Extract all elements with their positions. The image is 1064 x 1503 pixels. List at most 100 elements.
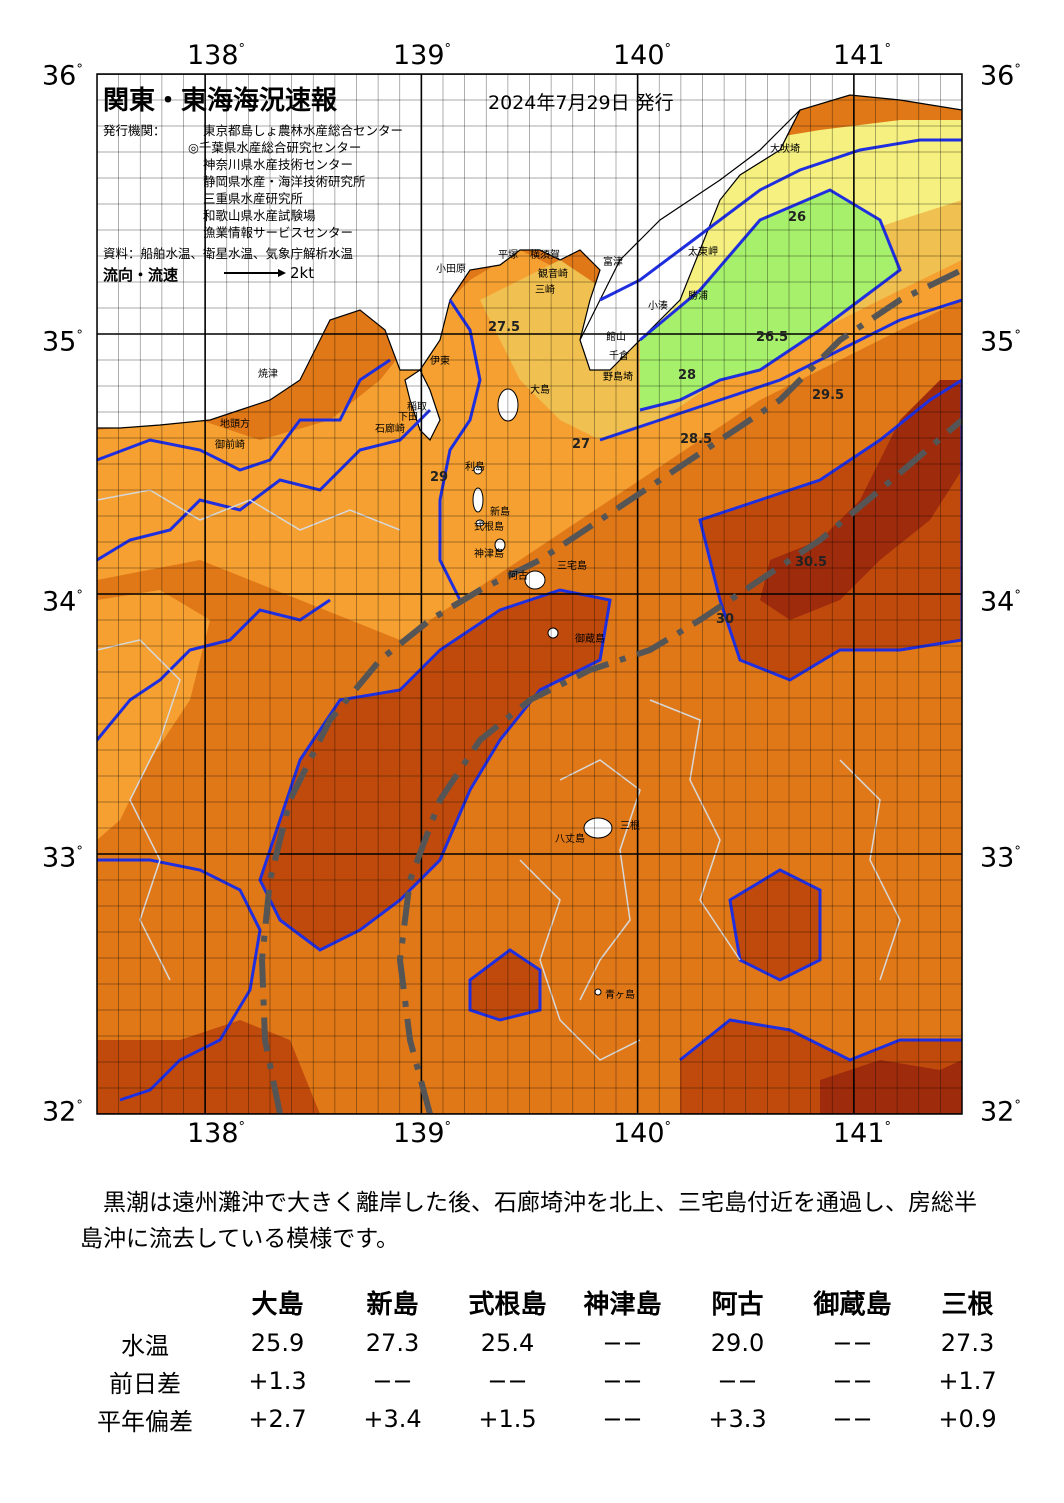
green-cold-zone: [640, 190, 900, 410]
lon-label-bottom-141: 141°: [832, 1118, 892, 1149]
place-yokosuka: 横須賀: [530, 250, 560, 261]
lon-label-bottom-139: 139°: [392, 1118, 452, 1149]
station-mikurajima: 御蔵島: [813, 1289, 892, 1320]
west-cool-patch: [97, 590, 210, 840]
cell-value: 25.9: [250, 1329, 305, 1357]
place-kannonzaki: 観音崎: [538, 269, 568, 280]
cell-value: +2.7: [248, 1405, 307, 1433]
cell-value: +0.9: [938, 1405, 997, 1433]
contour-label-29: 29: [430, 470, 449, 485]
place-katsuura: 勝浦: [688, 291, 708, 302]
lat-label-right-32: 32°: [980, 1096, 1021, 1128]
place-niijima: 新島: [490, 507, 510, 518]
place-misaki: 三崎: [535, 285, 555, 296]
contour-label-28-5: 28.5: [680, 432, 713, 447]
cell-value: +1.7: [938, 1367, 997, 1395]
contour-label-28: 28: [678, 368, 697, 383]
place-inatori: 稲取: [407, 402, 427, 413]
row-label-day-diff: 前日差: [109, 1369, 181, 1398]
lat-label-left-34: 34°: [42, 586, 83, 618]
row-label-normal-anomaly: 平年偏差: [97, 1407, 193, 1436]
hottest-zone-southeast: [820, 1060, 962, 1114]
header-corner: [70, 1280, 220, 1324]
place-tateyama: 館山: [606, 332, 626, 343]
kuroshio-axis-north: [258, 267, 962, 1114]
cell-value: 27.3: [365, 1329, 420, 1357]
major-grid: [97, 74, 962, 1114]
land-izu-peninsula: [404, 369, 441, 442]
place-ito: 伊東: [430, 356, 450, 367]
place-hiratsuka: 平塚: [498, 250, 518, 261]
cell-value: 27.3: [940, 1329, 995, 1357]
cell-value: −−: [372, 1367, 413, 1395]
row-water-temp: 水温 25.9 27.3 25.4 −− 29.0 −− 27.3: [70, 1324, 1025, 1362]
cell-value: +3.4: [363, 1405, 422, 1433]
issuer-kanagawa: 神奈川県水産技術センター: [203, 157, 354, 172]
cell-value: 25.4: [480, 1329, 535, 1357]
legend-speed-label: 2kt: [290, 264, 315, 282]
cell-value: +1.3: [248, 1367, 307, 1395]
station-kozushima: 神津島: [583, 1289, 662, 1320]
station-oshima: 大島: [251, 1289, 304, 1320]
island-hachijo: [583, 817, 613, 839]
cell-value: −−: [602, 1329, 643, 1357]
lon-label-top-138: 138°: [186, 40, 246, 71]
lon-label-top-139: 139°: [392, 40, 452, 71]
cell-value: −−: [832, 1329, 873, 1357]
cell-value: 29.0: [710, 1329, 765, 1357]
island-miyake: [524, 570, 546, 590]
issuer-shizuoka: 静岡県水産・海洋技術研究所: [203, 174, 366, 189]
lat-label-right-35: 35°: [980, 326, 1021, 358]
island-kozu: [494, 538, 506, 552]
cell-value: −−: [832, 1405, 873, 1433]
row-day-diff: 前日差 +1.3 −− −− −− −− −− +1.7: [70, 1362, 1025, 1400]
cell-value: −−: [717, 1367, 758, 1395]
contour-label-29-5: 29.5: [812, 388, 845, 403]
station-observation-table: 大島 新島 式根島 神津島 阿古 御蔵島 三根 水温 25.9 27.3 25.…: [70, 1280, 1025, 1438]
island-niijima: [472, 487, 484, 513]
place-ako: 阿古: [508, 571, 528, 582]
cell-value: −−: [487, 1367, 528, 1395]
isotherm-contours: [97, 138, 962, 1102]
lat-label-left-36: 36°: [42, 60, 83, 92]
place-toshima: 利島: [465, 462, 485, 473]
issuer-mie: 三重県水産研究所: [203, 191, 304, 206]
sea-temperature-map: [96, 73, 963, 1115]
place-odawara: 小田原: [436, 264, 466, 275]
cell-value: −−: [602, 1405, 643, 1433]
lon-label-top-141: 141°: [832, 40, 892, 71]
place-kozushima: 神津島: [474, 549, 504, 560]
issuer-tokyo: 東京都島しょ農林水産総合センター: [203, 123, 404, 138]
lat-label-left-33: 33°: [42, 842, 83, 874]
place-kominato: 小湊: [648, 301, 668, 312]
issuer-chiba: ◎千葉県水産総合研究センター: [188, 140, 362, 155]
row-label-water-temp: 水温: [121, 1331, 169, 1360]
issuer-wakayama: 和歌山県水産試験場: [203, 208, 316, 223]
cell-value: −−: [832, 1367, 873, 1395]
lat-label-right-36: 36°: [980, 60, 1021, 92]
kuroshio-axis-south: [396, 417, 962, 1114]
place-nojimazaki: 野島埼: [603, 372, 633, 383]
place-shimoda: 下田: [398, 412, 418, 423]
land-boso: [579, 109, 801, 371]
place-hachijojima: 八丈島: [555, 834, 585, 845]
half-degree-contours: [97, 489, 901, 1061]
warm-core-hachijo-east: [730, 870, 820, 980]
place-irozaki: 石廊崎: [375, 424, 405, 435]
contour-label-27-5: 27.5: [488, 320, 521, 335]
lat-label-right-34: 34°: [980, 586, 1021, 618]
lat-label-left-35: 35°: [42, 326, 83, 358]
place-oshima: 大島: [530, 385, 550, 396]
place-mitsune: 三根: [620, 821, 640, 832]
place-chikura: 千倉: [609, 351, 629, 362]
place-aogashima: 青ヶ島: [605, 990, 635, 1001]
station-header-row: 大島 新島 式根島 神津島 阿古 御蔵島 三根: [70, 1280, 1025, 1324]
legend-flow-label: 流向・流速: [103, 266, 179, 284]
contour-label-27: 27: [572, 437, 591, 452]
island-oshima: [497, 388, 519, 422]
cell-value: −−: [602, 1367, 643, 1395]
lon-label-top-140: 140°: [612, 40, 672, 71]
island-shikine: [475, 519, 485, 527]
place-futtsu: 富津: [603, 257, 623, 268]
station-ako: 阿古: [711, 1289, 764, 1320]
